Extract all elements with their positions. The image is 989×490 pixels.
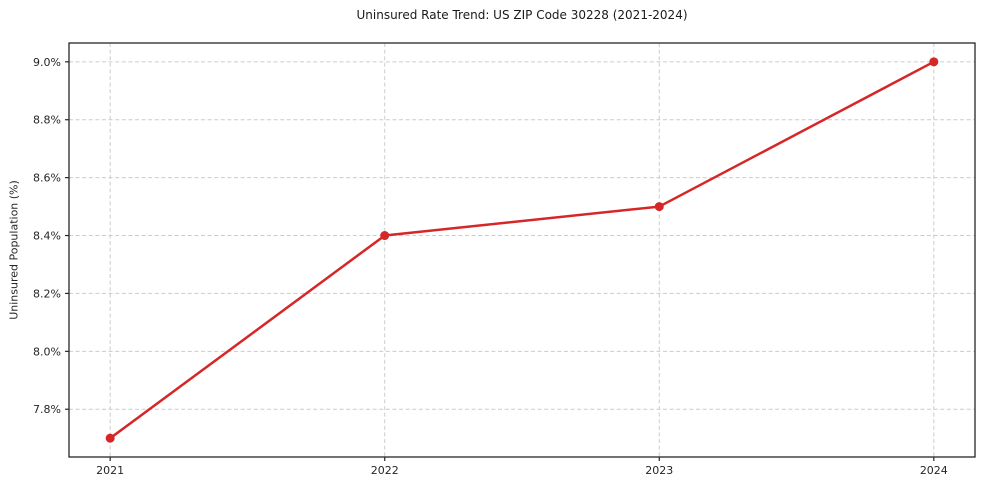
- x-tick-label: 2023: [645, 464, 673, 477]
- x-tick-label: 2024: [920, 464, 948, 477]
- chart-title: Uninsured Rate Trend: US ZIP Code 30228 …: [356, 8, 688, 22]
- data-point: [929, 57, 939, 67]
- y-tick-label: 8.4%: [33, 230, 61, 243]
- data-point: [654, 202, 664, 212]
- data-line: [108, 60, 936, 440]
- y-tick-label: 9.0%: [33, 56, 61, 69]
- data-point: [105, 433, 115, 443]
- axes-spines: [68, 42, 976, 458]
- x-tick-label: 2021: [96, 464, 124, 477]
- x-tick-label: 2022: [371, 464, 399, 477]
- data-point: [380, 231, 390, 241]
- y-tick-label: 8.0%: [33, 345, 61, 358]
- y-tick-label: 8.2%: [33, 287, 61, 300]
- y-tick-label: 8.8%: [33, 114, 61, 127]
- y-tick-label: 7.8%: [33, 403, 61, 416]
- y-tick-label: 8.6%: [33, 172, 61, 185]
